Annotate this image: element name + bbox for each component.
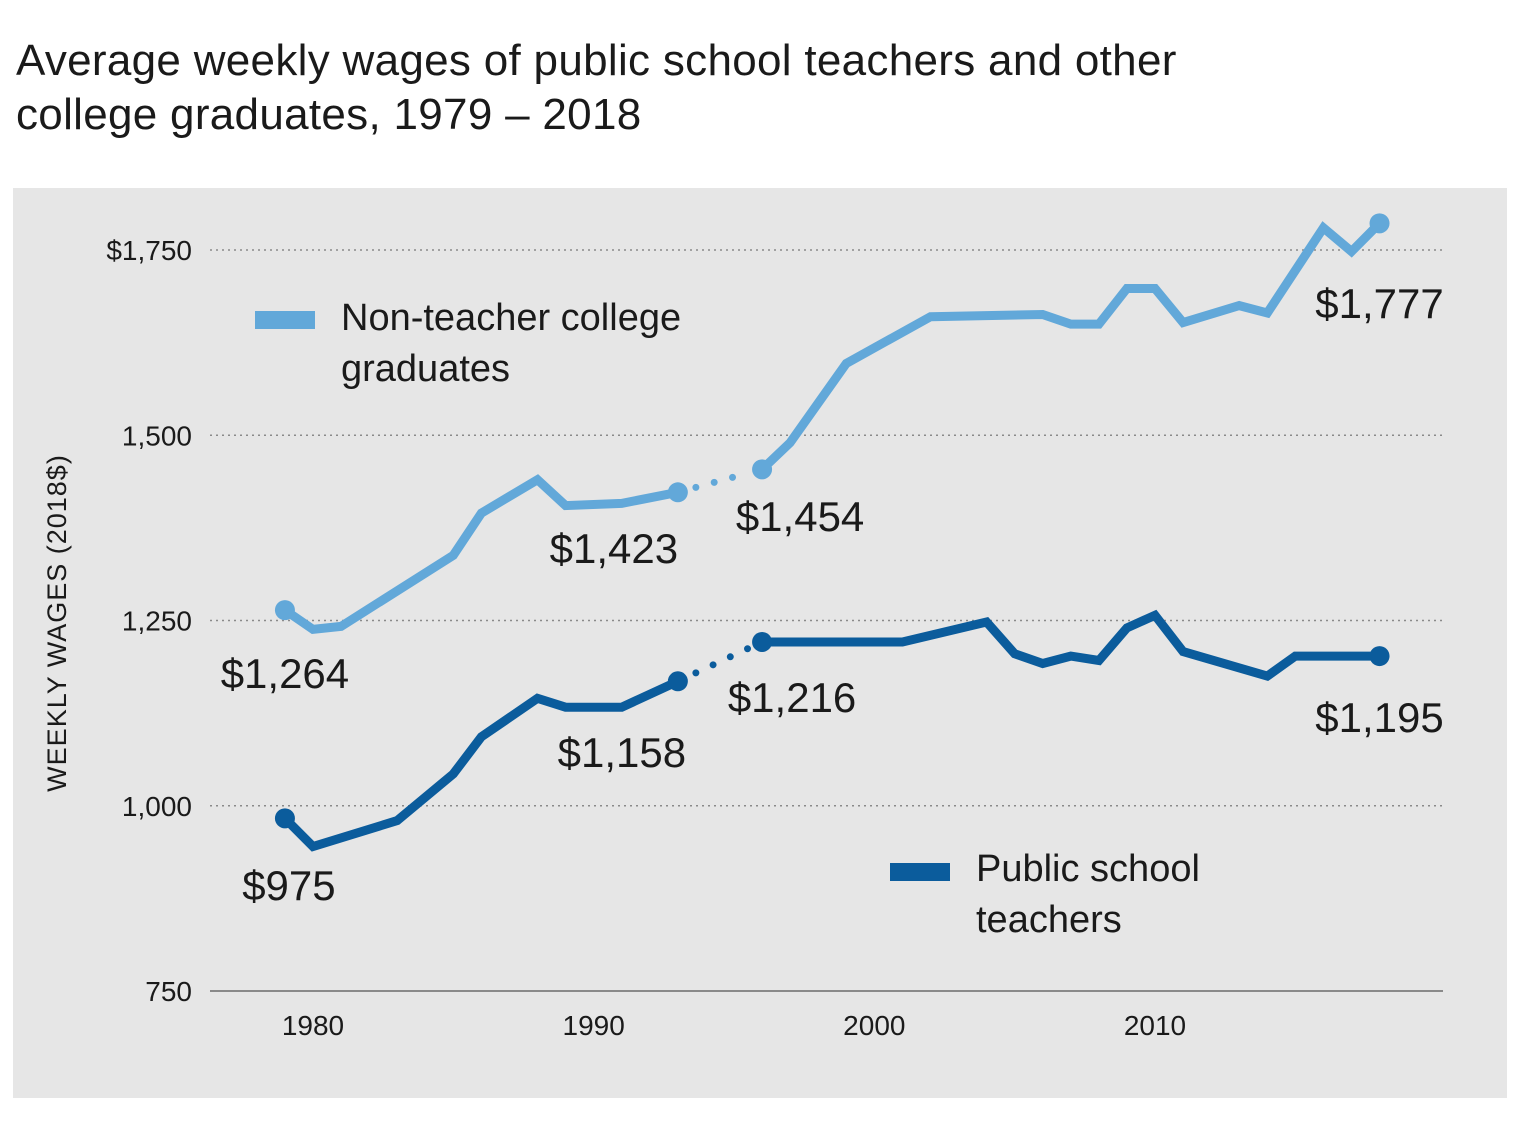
- y-axis-label: WEEKLY WAGES (2018$): [42, 454, 72, 792]
- legend-label: graduates: [341, 348, 510, 390]
- x-tick-label: 2010: [1124, 1010, 1186, 1041]
- data-labels: $1,264 $1,423 $1,454 $1,777 $975 $1,158 $1,216…: [221, 280, 1444, 909]
- series-line-segment: [759, 220, 1383, 473]
- legend-label: Public school: [976, 848, 1200, 890]
- chart-title-line-2: college graduates, 1979 – 2018: [16, 90, 642, 139]
- legend-item-0: Non-teacher college graduates: [255, 297, 681, 390]
- series-gap-dotted-connector: [692, 645, 752, 677]
- x-tick-label: 2000: [843, 1010, 905, 1041]
- series-lines: [274, 213, 1390, 852]
- axes: 750 1,000 1,250 1,500 $1,750 1980 1990 2000 2010…: [42, 235, 1443, 1041]
- y-tick-label: 1,500: [122, 420, 192, 451]
- data-label: $1,423: [550, 525, 678, 572]
- data-label: $975: [242, 862, 335, 909]
- y-tick-label: 1,000: [122, 791, 192, 822]
- y-tick-label: $1,750: [106, 235, 192, 266]
- series-1: [274, 609, 1390, 852]
- data-point-marker: [667, 671, 688, 692]
- legend-label: Non-teacher college: [341, 297, 681, 339]
- series-0: [274, 213, 1390, 635]
- data-point-marker: [1369, 646, 1390, 667]
- y-tick-label: 1,250: [122, 606, 192, 637]
- data-point-marker: [1369, 213, 1390, 234]
- data-point-marker: [274, 600, 295, 621]
- x-tick-label: 1980: [282, 1010, 344, 1041]
- x-tick-label: 1990: [563, 1010, 625, 1041]
- legend-swatch: [890, 863, 950, 881]
- data-label: $1,264: [221, 650, 349, 697]
- series-line-segment: [762, 609, 1380, 682]
- data-point-marker: [274, 808, 295, 829]
- legend-label: teachers: [976, 899, 1122, 941]
- legend-item-1: Public school teachers: [890, 848, 1200, 941]
- data-label: $1,195: [1315, 694, 1443, 741]
- series-gap-dotted-connector: [692, 469, 752, 491]
- data-point-marker: [752, 631, 773, 652]
- series-line-segment: [282, 474, 679, 635]
- legend-swatch: [255, 311, 315, 329]
- data-label: $1,158: [558, 729, 686, 776]
- data-label: $1,777: [1315, 280, 1443, 327]
- data-point-marker: [752, 459, 773, 480]
- chart-title: Average weekly wages of public school te…: [16, 34, 1476, 142]
- data-label: $1,454: [736, 493, 864, 540]
- legend: Non-teacher college graduates Public schoo…: [255, 297, 1200, 941]
- data-label: $1,216: [728, 674, 856, 721]
- data-point-marker: [667, 482, 688, 503]
- chart-title-line-1: Average weekly wages of public school te…: [16, 36, 1177, 85]
- y-tick-label: 750: [145, 976, 192, 1007]
- series-line-segment: [281, 677, 680, 852]
